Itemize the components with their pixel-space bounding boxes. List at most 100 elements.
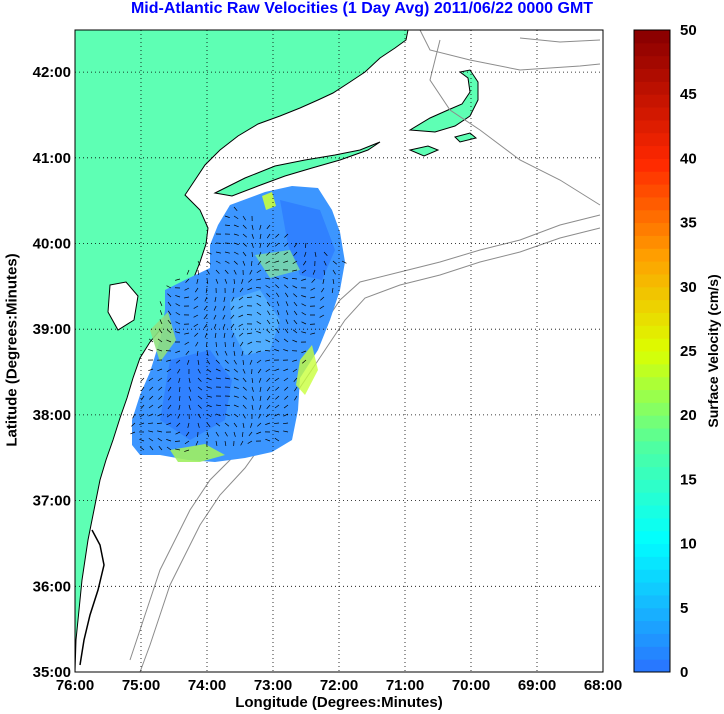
velocity-arrow [175,331,181,334]
velocity-arrow [259,242,262,248]
colorbar-segment [634,505,670,519]
velocity-arrow [292,329,298,334]
colorbar-segment [634,428,670,442]
velocity-arrow [301,321,307,325]
velocity-arrow [276,292,280,298]
velocity-arrow [184,287,190,291]
colorbar-tick-label: 50 [680,22,697,39]
velocity-arrow [233,359,237,365]
velocity-arrow [175,278,181,281]
velocity-arrow [166,339,172,343]
velocity-arrow [257,260,262,266]
colorbar-segment [634,556,670,570]
velocity-arrow [175,431,181,435]
velocity-arrow [197,386,203,391]
velocity-arrow [194,296,199,301]
velocity-arrow [168,395,172,401]
velocity-arrow [249,269,253,275]
velocity-arrow [242,215,246,221]
velocity-arrow [194,287,199,293]
velocity-arrow [265,413,271,418]
velocity-arrow [195,341,199,347]
velocity-arrow [283,349,289,352]
velocity-arrow [148,349,154,352]
velocity-arrow [197,395,203,400]
colorbar-segment [634,466,670,480]
velocity-arrow [148,413,154,417]
velocity-arrow [332,269,336,275]
velocity-arrow [322,278,325,284]
velocity-arrow [251,395,254,401]
velocity-arrow [242,377,247,383]
velocity-arrow [233,395,239,398]
colorbar-segment [634,81,670,95]
velocity-arrow [240,440,244,446]
velocity-arrow [239,287,244,293]
velocity-arrow [293,310,298,316]
velocity-arrow [206,359,211,365]
colorbar-segment [634,351,670,365]
colorbar-segment [634,517,670,532]
colorbar-segment [634,171,670,185]
velocity-arrow [265,359,271,362]
velocity-arrow [233,215,239,220]
velocity-arrow [140,386,145,392]
velocity-arrow [215,413,221,417]
velocity-arrow [292,359,298,362]
y-tick-label: 40:00 [33,236,71,253]
velocity-arrow [233,386,239,389]
velocity-arrow [224,260,230,264]
velocity-arrow [293,301,298,307]
velocity-arrow [238,305,244,309]
velocity-arrow [292,260,298,264]
velocity-arrow [166,329,172,334]
velocity-arrow [266,301,271,307]
velocity-arrow [301,269,307,274]
colorbar-segment [634,415,670,429]
colorbar-segment [634,184,670,198]
velocity-arrow [215,269,220,274]
velocity-arrow [184,296,190,299]
velocity-arrow [283,404,289,409]
x-tick-label: 71:00 [386,677,424,694]
colorbar-tick-label: 15 [680,471,697,488]
velocity-arrow [259,404,262,410]
colorbar-segment [634,42,670,57]
velocity-vectors [130,206,347,452]
velocity-arrow [193,314,199,318]
velocity-arrow [157,377,163,382]
y-tick-labels: 42:00 41:00 40:00 39:00 38:00 37:00 36:00 35:00 [33,64,71,681]
velocity-arrow [242,260,246,266]
x-tick-label: 74:00 [188,677,226,694]
x-tick-label: 72:00 [320,677,358,694]
colorbar-segment [634,158,670,172]
colorbar-segment [634,402,670,416]
y-tick-label: 38:00 [33,407,71,424]
velocity-arrow [238,296,244,301]
velocity-arrow [233,413,239,418]
velocity-arrow [285,301,289,307]
velocity-arrow [248,278,253,283]
velocity-arrow [257,422,262,427]
velocity-arrow [292,269,298,272]
velocity-arrow [341,260,347,264]
velocity-arrow [284,233,289,238]
x-tick-labels: 76:00 75:00 74:00 73:00 72:00 71:00 70:00 69:00… [56,677,622,694]
velocity-arrow [251,233,254,239]
velocity-arrow [224,251,230,254]
colorbar-segment [634,235,670,249]
velocity-arrow [132,413,136,419]
velocity-arrow [274,377,280,382]
velocity-arrow [292,368,298,373]
velocity-arrow [247,440,253,444]
velocity-arrow [231,332,235,338]
gulf-maine-contour [419,30,601,71]
velocity-arrow [276,301,280,307]
velocity-arrow [251,242,254,248]
velocity-arrow [274,437,280,442]
velocity-arrow [193,305,199,309]
velocity-arrow [257,368,262,374]
velocity-arrow [251,251,253,258]
velocity-arrow [185,278,190,283]
velocity-arrow [242,251,247,257]
